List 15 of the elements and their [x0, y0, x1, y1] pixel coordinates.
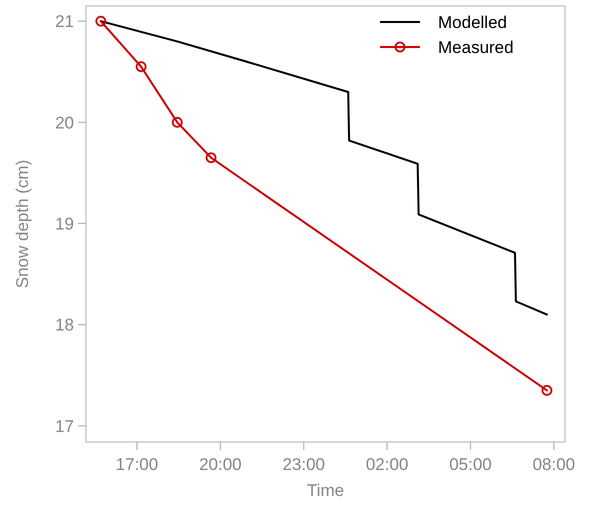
x-tick-label: 23:00: [282, 455, 325, 474]
y-tick-label: 18: [55, 316, 74, 335]
x-tick-label: 08:00: [532, 455, 576, 474]
legend-label: Modelled: [438, 12, 507, 32]
y-tick-label: 20: [55, 113, 74, 132]
legend-label: Measured: [438, 38, 514, 57]
x-axis-title: Time: [306, 481, 344, 500]
x-tick-label: 05:00: [449, 455, 492, 474]
y-tick-label: 17: [55, 416, 74, 436]
y-tick-label: 19: [55, 214, 74, 234]
x-tick-label: 17:00: [116, 455, 158, 474]
y-tick-label: 21: [55, 12, 74, 32]
x-tick-label: 20:00: [199, 455, 242, 474]
y-axis-title: Snow depth (cm): [13, 160, 32, 288]
x-tick-label: 02:00: [366, 455, 408, 474]
